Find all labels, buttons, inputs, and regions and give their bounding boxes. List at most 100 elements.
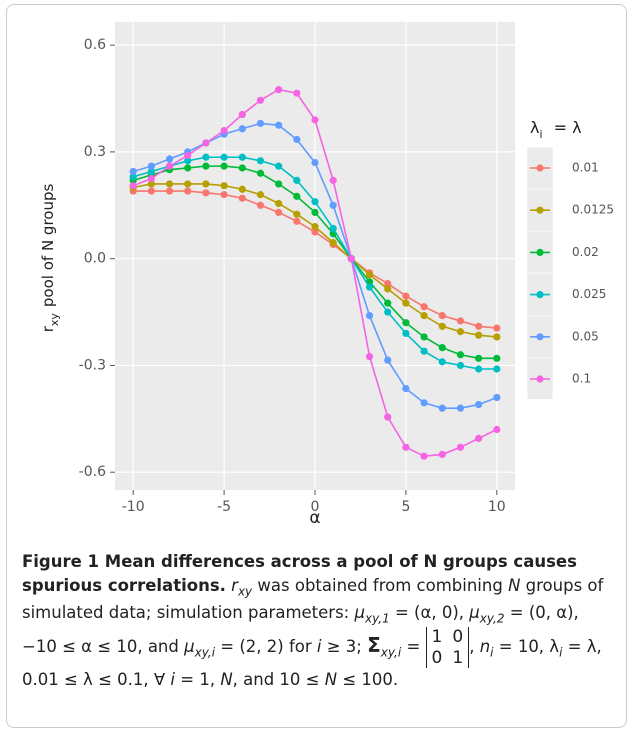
- data-point: [365, 271, 374, 279]
- data-point: [293, 217, 301, 225]
- data-point: [293, 89, 301, 97]
- data-point: [384, 285, 392, 293]
- data-point: [311, 223, 319, 231]
- data-point: [438, 322, 446, 330]
- data-point: [420, 347, 428, 355]
- data-point: [202, 180, 210, 188]
- text-part: =: [401, 637, 426, 657]
- data-point: [147, 174, 155, 183]
- data-point: [275, 162, 283, 170]
- data-point: [184, 164, 192, 172]
- data-point: [129, 182, 137, 190]
- subscript: xy,2: [479, 610, 505, 625]
- data-point: [420, 452, 428, 460]
- data-point: [275, 121, 283, 129]
- data-point: [438, 344, 446, 352]
- italic-part: r: [231, 575, 238, 595]
- y-tick-label: 0.3: [84, 144, 106, 160]
- data-point: [165, 155, 174, 163]
- data-point: [293, 192, 301, 200]
- data-point: [438, 450, 446, 459]
- text-part: ≥ 3;: [321, 637, 368, 657]
- caption-title: Figure 1 Mean differences across a pool …: [22, 552, 577, 595]
- text-part: = (2, 2) for: [215, 637, 317, 657]
- matrix-cell: 0: [431, 647, 443, 668]
- data-point: [256, 157, 265, 165]
- x-tick-label: 5: [401, 499, 410, 515]
- text-part: = (α, 0),: [389, 602, 470, 622]
- y-tick-label: -0.3: [79, 357, 106, 373]
- data-point: [147, 162, 155, 170]
- text-part: = (0, α), −10 ≤ α ≤ 10, and: [22, 602, 579, 657]
- data-point: [329, 239, 337, 247]
- data-point: [256, 169, 265, 177]
- data-point: [402, 384, 410, 393]
- text-part: , and 10 ≤: [232, 670, 325, 690]
- data-point: [365, 312, 374, 320]
- text-part: ,: [469, 637, 480, 657]
- data-point: [238, 164, 246, 172]
- data-point: [184, 151, 192, 160]
- data-point: [165, 187, 174, 195]
- legend-label: 0.025: [572, 287, 606, 301]
- text-part: ≤ 100.: [337, 670, 399, 690]
- legend-key-point: [536, 375, 544, 383]
- legend-label: 0.02: [572, 245, 599, 259]
- data-point: [384, 308, 392, 316]
- data-point: [129, 167, 137, 176]
- data-point: [238, 153, 246, 161]
- data-point: [256, 201, 265, 209]
- data-point: [493, 324, 501, 332]
- data-point: [238, 110, 246, 119]
- data-point: [420, 399, 428, 407]
- data-point: [365, 352, 374, 361]
- data-point: [184, 157, 192, 165]
- text-part: was obtained from combining: [252, 575, 509, 595]
- data-point: [293, 135, 301, 144]
- data-point: [238, 125, 246, 133]
- caption: Figure 1 Mean differences across a pool …: [22, 550, 614, 692]
- data-point: [475, 322, 483, 330]
- x-tick-label: 10: [488, 499, 506, 515]
- data-point: [238, 185, 246, 193]
- data-point: [384, 356, 392, 364]
- data-point: [238, 194, 246, 202]
- data-point: [184, 180, 192, 188]
- data-point: [202, 139, 210, 147]
- data-point: [384, 299, 392, 307]
- data-point: [456, 328, 465, 336]
- data-point: [493, 333, 501, 341]
- italic-part: i: [170, 670, 175, 690]
- data-point: [311, 116, 319, 124]
- text-part: groups of simulated data; simulation par…: [22, 575, 604, 622]
- data-point: [275, 208, 283, 217]
- subscript: xy: [48, 313, 61, 327]
- data-point: [420, 303, 428, 311]
- text-part: = 10, λ: [493, 637, 560, 657]
- data-point: [329, 201, 337, 209]
- subscript: i: [539, 128, 542, 141]
- data-point: [420, 333, 428, 341]
- data-point: [256, 119, 265, 128]
- y-tick-label: 0.6: [84, 37, 106, 53]
- legend-title: λi = λ: [530, 118, 582, 141]
- chart: α -0.6 -0.3 0.0 0.3 0.6 -10 -5 0 5 10 rxy pool of N…: [39, 22, 614, 528]
- italic-part: i: [316, 637, 322, 657]
- legend-key-point: [536, 291, 544, 299]
- text-part: = 1,: [175, 670, 221, 690]
- data-point: [184, 187, 192, 195]
- data-point: [293, 210, 301, 218]
- data-point: [402, 443, 410, 451]
- italic-part: μ: [354, 602, 365, 622]
- data-point: [311, 198, 319, 206]
- italic-part: N: [220, 670, 233, 690]
- data-point: [129, 173, 137, 181]
- italic-part: μ: [469, 602, 480, 622]
- legend-key-point: [536, 164, 544, 172]
- frame: [6, 4, 627, 728]
- data-point: [147, 187, 155, 195]
- matrix-cell: 1: [452, 647, 464, 668]
- y-tick-label: -0.6: [79, 464, 106, 480]
- data-point: [493, 425, 501, 434]
